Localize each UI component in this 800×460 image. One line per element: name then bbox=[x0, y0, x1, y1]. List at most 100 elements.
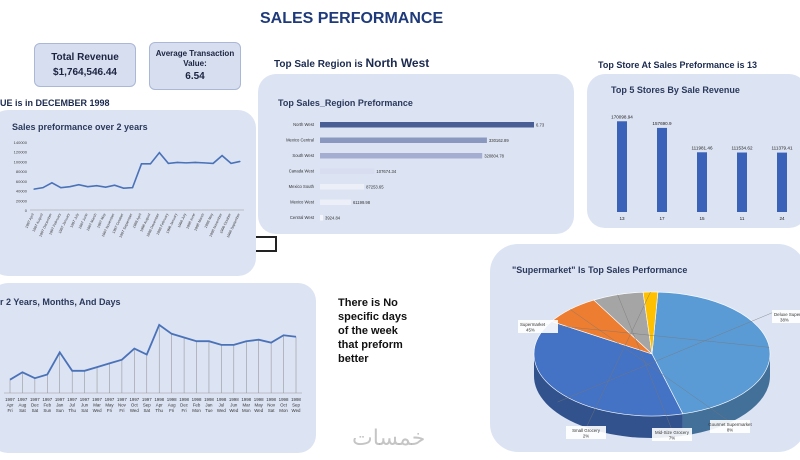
region-value-label: 61199.98 bbox=[353, 200, 371, 205]
x-tick-part: Jan bbox=[56, 403, 64, 408]
weekday-note-line-2: specific days bbox=[338, 311, 408, 323]
data-point bbox=[60, 187, 62, 189]
x-tick-part: 1998 bbox=[192, 397, 202, 402]
x-tick-label: 1998 Apr Thu bbox=[154, 397, 164, 413]
x-tick-label: 1997 Feb Sun bbox=[42, 397, 52, 413]
region-label: Mexico South bbox=[289, 184, 315, 189]
x-tick-part: 1998 bbox=[241, 397, 251, 402]
total-revenue-card: Total Revenue $1,764,546.44 bbox=[34, 43, 136, 87]
x-tick-label: 1997 Mar Wed bbox=[92, 397, 102, 413]
x-tick-part: Jun bbox=[230, 403, 238, 408]
x-tick-label: 1997 April bbox=[25, 213, 35, 229]
pie-slice-pct: 8% bbox=[727, 428, 733, 433]
y-tick-label: 0 bbox=[25, 208, 28, 213]
x-tick-part: Sat bbox=[143, 408, 150, 413]
data-point bbox=[87, 186, 89, 188]
pie-slice-name: Mid-Size Grocery bbox=[655, 430, 690, 435]
x-tick-label: 1998 Aug Fri bbox=[167, 397, 177, 413]
x-tick-label: 1997 Nov Fri bbox=[117, 397, 127, 413]
pie-slice-side bbox=[682, 354, 770, 436]
x-tick-label: 1998 Dec Fri bbox=[179, 397, 189, 413]
top-stores-chart: 170098.94 13 157690.9 17 111981.46 15 111534.6… bbox=[611, 114, 793, 221]
x-tick-part: 1997 bbox=[80, 397, 90, 402]
x-tick-part: May bbox=[105, 403, 114, 408]
store-bar bbox=[617, 121, 627, 212]
data-point bbox=[221, 155, 223, 157]
x-tick-part: Fri bbox=[182, 408, 187, 413]
store-type-title: "Supermarket" Is Top Sales Performance bbox=[512, 265, 688, 275]
page-title: SALES PERFORMANCE bbox=[260, 10, 444, 27]
pie-slice-name: Gourmet Supermarket bbox=[708, 422, 752, 427]
data-point bbox=[105, 186, 107, 188]
x-tick-part: Mar bbox=[93, 403, 101, 408]
x-tick-label: 1997 Jun Sat bbox=[80, 397, 90, 413]
x-tick-part: 1998 bbox=[229, 397, 239, 402]
region-value-label: 87253.65 bbox=[366, 185, 384, 190]
x-tick-part: Dec bbox=[180, 403, 189, 408]
y-tick-label: 60000 bbox=[16, 179, 28, 184]
watermark: خمسات bbox=[352, 426, 426, 451]
data-point bbox=[167, 162, 169, 164]
region-sales-card: Top Sales_Region Preformance North West 6… bbox=[258, 74, 574, 234]
top-region-prefix: Top Sale Region is bbox=[274, 59, 366, 70]
x-tick-label: 1997 Sep Sat bbox=[142, 397, 152, 413]
y-tick-label: 40000 bbox=[16, 189, 28, 194]
data-point bbox=[122, 187, 125, 189]
x-tick-label: 1997 March bbox=[86, 213, 98, 232]
region-bar bbox=[320, 199, 351, 205]
weekday-note-line-5: better bbox=[338, 353, 369, 365]
pie-leader-line bbox=[570, 309, 731, 423]
x-tick-part: Aug bbox=[19, 403, 27, 408]
store-bar bbox=[657, 127, 667, 212]
peak-month-headline: UE is in DECEMBER 1998 bbox=[0, 98, 110, 108]
region-value-label: 330162.89 bbox=[489, 138, 509, 143]
region-label: South West bbox=[292, 153, 314, 158]
store-value-label: 111379.41 bbox=[771, 146, 792, 151]
x-tick-label: 1997 May bbox=[96, 213, 106, 229]
x-tick-part: 1998 bbox=[254, 397, 264, 402]
pie-slice-name: Small Grocery bbox=[572, 428, 601, 433]
region-label: Canada West bbox=[289, 169, 315, 174]
x-tick-part: 1997 bbox=[142, 397, 152, 402]
data-point bbox=[140, 163, 143, 165]
total-revenue-label: Total Revenue bbox=[51, 52, 119, 63]
average-transaction-label-2: Value: bbox=[183, 59, 207, 68]
region-sales-title: Top Sales_Region Preformance bbox=[278, 98, 413, 108]
x-tick-label: 1998 Jul Wed bbox=[217, 397, 227, 413]
top-store-headline: Top Store At Sales Preformance is 13 bbox=[598, 60, 758, 70]
x-tick-label: 1998 May bbox=[204, 213, 214, 229]
weekday-note-line-4: that preform bbox=[338, 339, 403, 351]
x-tick-label: 1998 Sep Wed bbox=[291, 397, 301, 413]
store-value-label: 111981.46 bbox=[691, 145, 712, 150]
weekday-note-line-3: of the week bbox=[338, 325, 398, 337]
region-label: Mexico Central bbox=[286, 138, 314, 143]
data-point bbox=[176, 161, 178, 163]
x-tick-part: Sat bbox=[19, 408, 26, 413]
y-tick-label: 140000 bbox=[14, 140, 28, 145]
monthly-sales-title: Sales preformance over 2 years bbox=[12, 122, 148, 132]
x-tick-part: Nov bbox=[267, 403, 276, 408]
data-point bbox=[158, 152, 160, 154]
x-tick-part: Wed bbox=[93, 408, 103, 413]
data-point bbox=[239, 160, 241, 163]
x-tick-part: Wed bbox=[130, 408, 140, 413]
store-category-label: 11 bbox=[740, 216, 745, 221]
weekday-note: There is No specific days of the week th… bbox=[338, 296, 407, 366]
x-tick-part: Sat bbox=[81, 408, 88, 413]
x-tick-part: Nov bbox=[118, 403, 127, 408]
x-tick-part: May bbox=[255, 403, 264, 408]
x-tick-label: 1998 Jun Wed bbox=[229, 397, 239, 413]
x-tick-label: 1998 Nov Sat bbox=[266, 397, 276, 413]
average-transaction-label: Average Transaction bbox=[155, 49, 235, 58]
y-tick-label: 80000 bbox=[16, 169, 28, 174]
region-label: North West bbox=[293, 122, 315, 127]
x-tick-part: 1997 bbox=[105, 397, 115, 402]
data-point bbox=[131, 187, 134, 189]
data-point bbox=[212, 162, 214, 164]
region-bar bbox=[320, 153, 483, 159]
pie-slice bbox=[533, 321, 684, 417]
top-stores-card: Top 5 Stores By Sale Revenue 170098.94 13… bbox=[587, 74, 800, 228]
x-tick-part: Thu bbox=[155, 408, 163, 413]
pie-slice-pct: 38% bbox=[780, 318, 789, 323]
data-point bbox=[51, 182, 53, 184]
